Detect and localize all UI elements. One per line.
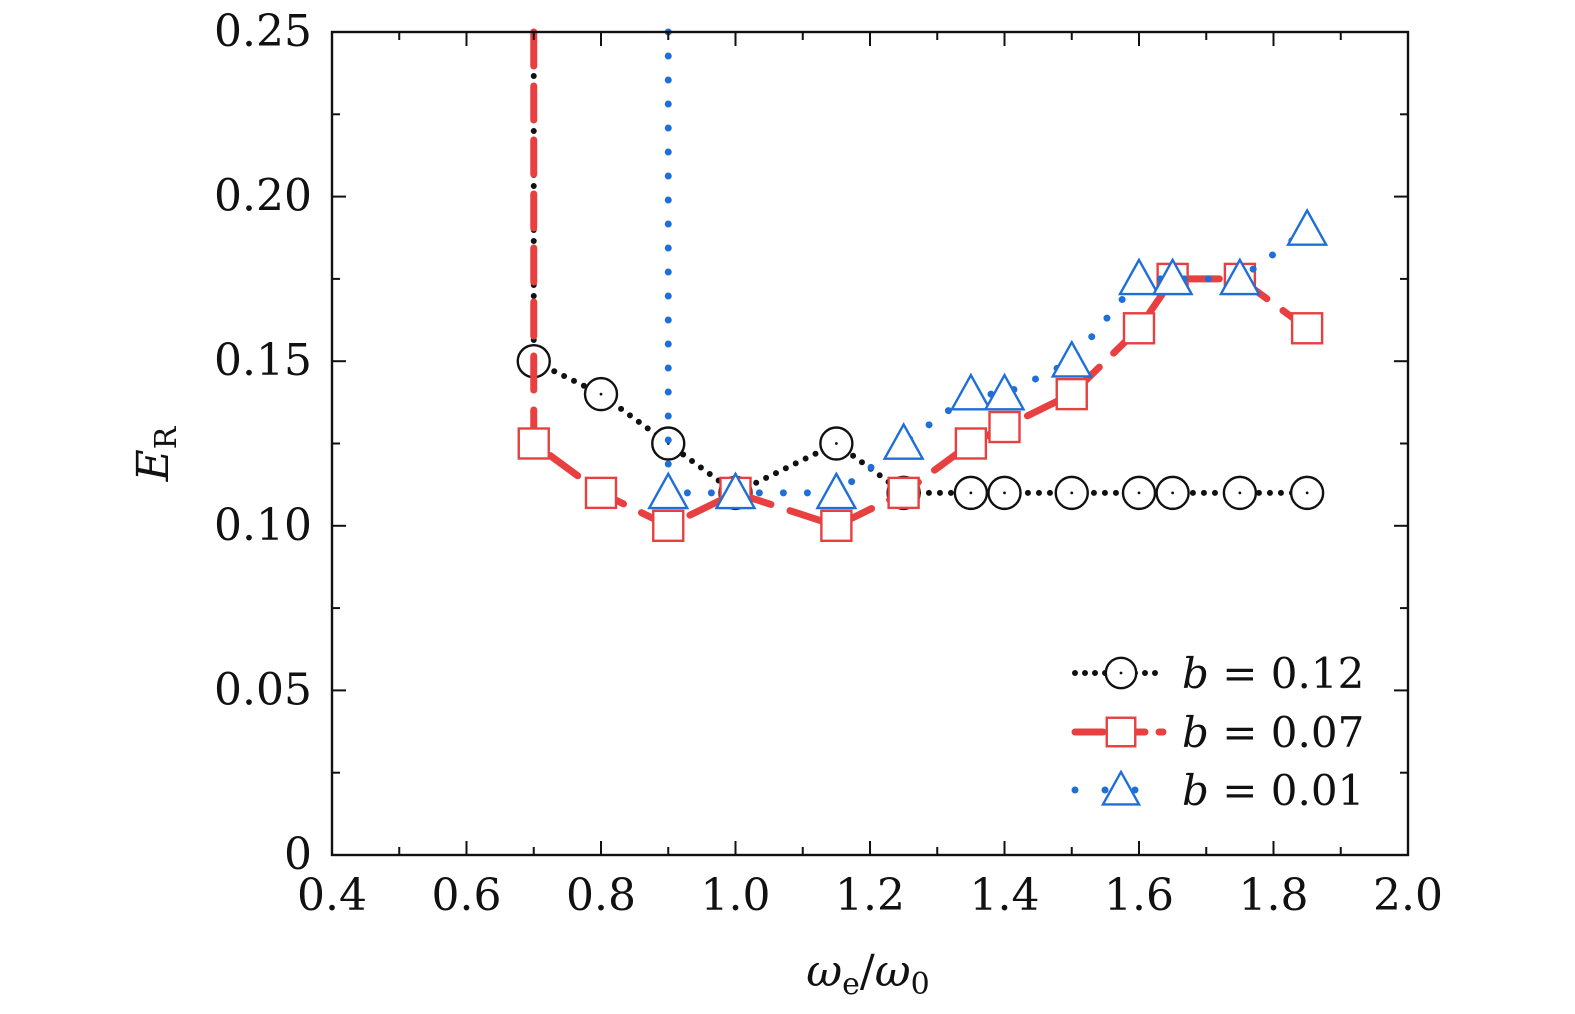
data-point-0-4-center: [835, 442, 838, 445]
series-line-1: [534, 32, 1307, 526]
data-point-2-3: [885, 425, 923, 459]
chart: 0.4 0.6 0.8 1.0 1.2 1.4 1.6 1.8 2.000.050.100.15…: [0, 0, 1575, 1014]
data-point-2-6: [1053, 342, 1091, 376]
legend-label-0: b = 0.12: [1182, 649, 1364, 698]
series-line-0: [534, 32, 1307, 493]
x-tick-label: 1.6: [1104, 870, 1174, 921]
data-point-1-0: [519, 429, 549, 459]
data-point-0-7-center: [1003, 491, 1006, 494]
legend-label-1: b = 0.07: [1182, 708, 1364, 757]
legend-item-0: b = 0.12: [1075, 649, 1364, 698]
x-axis-label: ωe/ω0: [806, 946, 929, 1002]
legend-item-2: b = 0.01: [1075, 766, 1364, 815]
data-point-0-8-center: [1070, 491, 1073, 494]
data-point-0-12-center: [1306, 491, 1309, 494]
x-tick-label: 0.6: [432, 870, 502, 921]
data-point-2-4: [952, 375, 990, 409]
x-tick-label: 1.0: [701, 870, 771, 921]
data-point-2-0: [649, 474, 687, 508]
series-1: [519, 32, 1322, 541]
data-point-0-11-center: [1238, 491, 1241, 494]
x-tick-label: 0.8: [566, 870, 636, 921]
legend-marker-0-center: [1120, 672, 1123, 675]
data-point-1-9: [1124, 313, 1154, 343]
y-tick-label: 0.25: [214, 6, 312, 57]
legend-marker-1: [1107, 718, 1136, 747]
data-point-1-8: [1057, 379, 1087, 409]
data-point-1-2: [653, 511, 683, 541]
data-point-1-12: [1292, 313, 1322, 343]
data-point-0-1-center: [600, 393, 603, 396]
y-tick-label: 0: [284, 829, 312, 880]
data-point-1-6: [956, 429, 986, 459]
legend-item-1: b = 0.07: [1075, 708, 1364, 757]
x-tick-label: 1.8: [1239, 870, 1309, 921]
data-point-1-5: [889, 478, 919, 508]
plot-area: [518, 32, 1326, 541]
data-point-0-6-center: [969, 491, 972, 494]
y-tick-label: 0.15: [214, 335, 312, 386]
data-point-1-1: [586, 478, 616, 508]
y-tick-label: 0.05: [214, 664, 312, 715]
x-tick-label: 2.0: [1373, 870, 1443, 921]
x-tick-label: 1.4: [970, 870, 1040, 921]
data-point-2-10: [1288, 211, 1326, 245]
x-tick-label: 1.2: [835, 870, 905, 921]
data-point-2-7: [1120, 260, 1158, 294]
y-axis-label: ER: [128, 425, 184, 482]
y-tick-label: 0.20: [214, 171, 312, 222]
series-line-2: [668, 32, 1307, 493]
data-point-1-7: [990, 412, 1020, 442]
data-point-0-10-center: [1171, 491, 1174, 494]
data-point-1-4: [821, 511, 851, 541]
series-0: [518, 32, 1323, 509]
legend: b = 0.12 b = 0.07 b = 0.01: [1075, 649, 1364, 815]
data-point-0-9-center: [1138, 491, 1141, 494]
y-tick-label: 0.10: [214, 500, 312, 551]
legend-label-2: b = 0.01: [1182, 766, 1364, 815]
